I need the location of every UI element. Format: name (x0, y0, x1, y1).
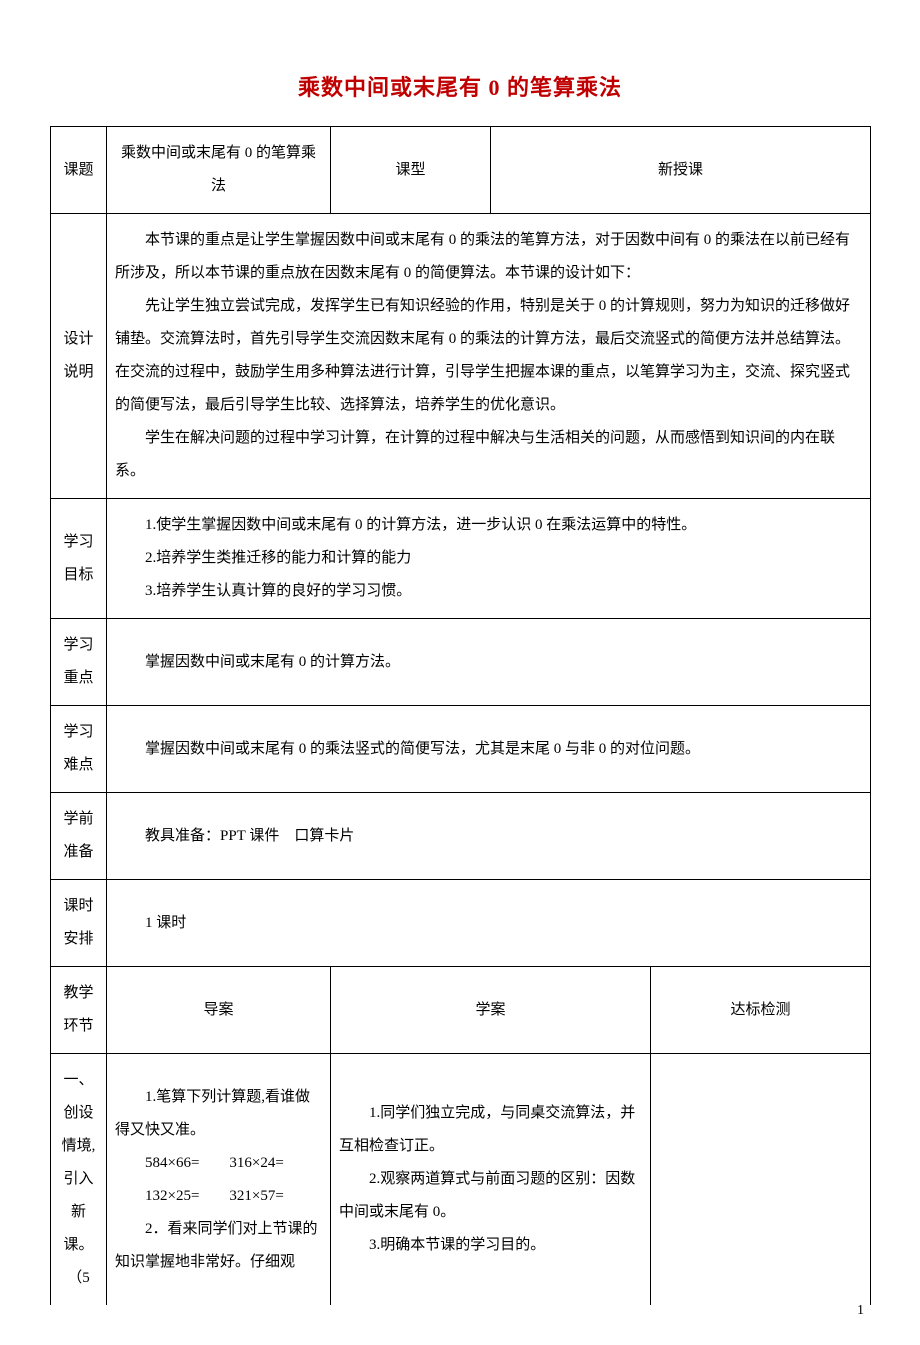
row-prep: 学前准备 教具准备：PPT 课件 口算卡片 (51, 793, 871, 880)
row-design: 设计说明 本节课的重点是让学生掌握因数中间或末尾有 0 的乘法的笔算方法，对于因… (51, 214, 871, 499)
document-page: 乘数中间或末尾有 0 的笔算乘法 课题 乘数中间或末尾有 0 的笔算乘法 课型 … (0, 0, 920, 1345)
row-difficulty: 学习难点 掌握因数中间或末尾有 0 的乘法竖式的简便写法，尤其是末尾 0 与非 … (51, 706, 871, 793)
value-type: 新授课 (491, 127, 871, 214)
content-periods: 1 课时 (107, 880, 871, 967)
header-row: 课题 乘数中间或末尾有 0 的笔算乘法 课型 新授课 (51, 127, 871, 214)
objective-3: 3.培养学生认真计算的良好的学习习惯。 (115, 575, 862, 608)
row-keypoint: 学习重点 掌握因数中间或末尾有 0 的计算方法。 (51, 619, 871, 706)
col-check: 达标检测 (651, 967, 871, 1054)
label-objectives: 学习目标 (51, 499, 107, 619)
content-difficulty: 掌握因数中间或末尾有 0 的乘法竖式的简便写法，尤其是末尾 0 与非 0 的对位… (107, 706, 871, 793)
label-topic: 课题 (51, 127, 107, 214)
label-process: 教学环节 (51, 967, 107, 1054)
row-objectives: 学习目标 1.使学生掌握因数中间或末尾有 0 的计算方法，进一步认识 0 在乘法… (51, 499, 871, 619)
guide-line-1: 1.笔算下列计算题,看谁做得又快又准。 (115, 1081, 322, 1147)
objective-1: 1.使学生掌握因数中间或末尾有 0 的计算方法，进一步认识 0 在乘法运算中的特… (115, 509, 862, 542)
design-p3: 学生在解决问题的过程中学习计算，在计算的过程中解决与生活相关的问题，从而感悟到知… (115, 422, 862, 488)
content-keypoint: 掌握因数中间或末尾有 0 的计算方法。 (107, 619, 871, 706)
page-number: 1 (857, 1303, 864, 1319)
periods-text: 1 课时 (115, 907, 862, 940)
guide-line-3: 132×25= 321×57= (115, 1180, 322, 1213)
row-stage-1: 一、创设情境,引入新课。（5 1.笔算下列计算题,看谁做得又快又准。 584×6… (51, 1054, 871, 1306)
content-objectives: 1.使学生掌握因数中间或末尾有 0 的计算方法，进一步认识 0 在乘法运算中的特… (107, 499, 871, 619)
objective-2: 2.培养学生类推迁移的能力和计算的能力 (115, 542, 862, 575)
design-p2: 先让学生独立尝试完成，发挥学生已有知识经验的作用，特别是关于 0 的计算规则，努… (115, 290, 862, 422)
prep-text: 教具准备：PPT 课件 口算卡片 (115, 820, 862, 853)
guide-line-4: 2．看来同学们对上节课的知识掌握地非常好。仔细观 (115, 1213, 322, 1279)
stage-1-label: 一、创设情境,引入新课。（5 (51, 1054, 107, 1306)
keypoint-text: 掌握因数中间或末尾有 0 的计算方法。 (115, 646, 862, 679)
row-process-header: 教学环节 导案 学案 达标检测 (51, 967, 871, 1054)
study-line-3: 3.明确本节课的学习目的。 (339, 1229, 642, 1262)
difficulty-text: 掌握因数中间或末尾有 0 的乘法竖式的简便写法，尤其是末尾 0 与非 0 的对位… (115, 733, 862, 766)
col-study: 学案 (331, 967, 651, 1054)
label-difficulty: 学习难点 (51, 706, 107, 793)
design-p1: 本节课的重点是让学生掌握因数中间或末尾有 0 的乘法的笔算方法，对于因数中间有 … (115, 224, 862, 290)
content-prep: 教具准备：PPT 课件 口算卡片 (107, 793, 871, 880)
page-title: 乘数中间或末尾有 0 的笔算乘法 (50, 70, 870, 102)
label-design: 设计说明 (51, 214, 107, 499)
value-topic: 乘数中间或末尾有 0 的笔算乘法 (107, 127, 331, 214)
label-periods: 课时安排 (51, 880, 107, 967)
stage-1-study: 1.同学们独立完成，与同桌交流算法，并互相检查订正。 2.观察两道算式与前面习题… (331, 1054, 651, 1306)
guide-line-2: 584×66= 316×24= (115, 1147, 322, 1180)
study-line-1: 1.同学们独立完成，与同桌交流算法，并互相检查订正。 (339, 1097, 642, 1163)
label-keypoint: 学习重点 (51, 619, 107, 706)
row-periods: 课时安排 1 课时 (51, 880, 871, 967)
col-guide: 导案 (107, 967, 331, 1054)
content-design: 本节课的重点是让学生掌握因数中间或末尾有 0 的乘法的笔算方法，对于因数中间有 … (107, 214, 871, 499)
stage-1-guide: 1.笔算下列计算题,看谁做得又快又准。 584×66= 316×24= 132×… (107, 1054, 331, 1306)
lesson-plan-table: 课题 乘数中间或末尾有 0 的笔算乘法 课型 新授课 设计说明 本节课的重点是让… (50, 126, 871, 1305)
study-line-2: 2.观察两道算式与前面习题的区别：因数中间或末尾有 0。 (339, 1163, 642, 1229)
label-type: 课型 (331, 127, 491, 214)
label-prep: 学前准备 (51, 793, 107, 880)
stage-1-check (651, 1054, 871, 1306)
